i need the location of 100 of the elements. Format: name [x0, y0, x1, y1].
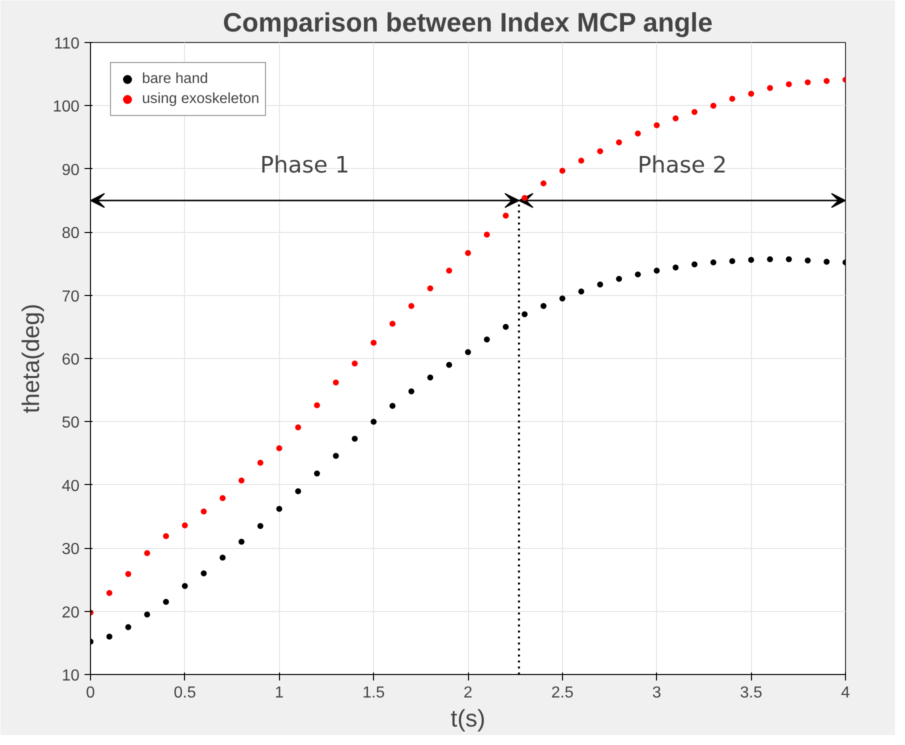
legend-label: using exoskeleton: [142, 91, 260, 107]
y-tick-label: 50: [62, 414, 80, 432]
point: [446, 268, 452, 274]
point: [220, 554, 226, 561]
point: [824, 78, 830, 84]
point: [163, 598, 169, 605]
point: [276, 506, 282, 512]
y-tick-label: 60: [62, 352, 80, 368]
y-axis-title: theta(deg): [18, 304, 45, 414]
annotation: Phase 2: [638, 152, 727, 178]
point: [597, 282, 604, 288]
y-tick-label: 20: [62, 604, 80, 622]
point: [295, 424, 302, 430]
point: [465, 250, 471, 256]
x-tick-label: 1: [274, 684, 284, 702]
point: [408, 388, 414, 394]
point: [597, 148, 604, 154]
point: [295, 488, 302, 494]
point: [484, 232, 490, 238]
point: [710, 102, 716, 109]
y-tick-label: 100: [52, 98, 80, 116]
point: [540, 303, 546, 310]
chart-title: Comparison between Index MCP angle: [222, 8, 713, 38]
point: [332, 380, 339, 386]
point: [352, 360, 358, 367]
y-tick-label: 110: [54, 36, 80, 52]
point: [616, 139, 622, 146]
point: [125, 624, 132, 630]
annotation: Phase 1: [260, 152, 350, 178]
point: [522, 311, 528, 318]
y-tick-label: 30: [62, 541, 80, 558]
y-tick-label: 40: [62, 478, 80, 495]
point: [748, 256, 754, 263]
point: [370, 418, 377, 425]
point: [144, 550, 150, 556]
point: [163, 533, 169, 540]
point: [390, 320, 396, 327]
point: [540, 180, 546, 186]
point: [144, 611, 150, 618]
point: [748, 90, 754, 97]
point: [767, 256, 773, 262]
point: [200, 508, 207, 514]
point: [692, 109, 698, 116]
x-tick-label: 0: [86, 684, 96, 702]
point: [314, 470, 320, 477]
y-tick-label: 70: [62, 288, 80, 306]
x-tick-label: 2.5: [551, 684, 574, 702]
point: [182, 583, 188, 590]
point: [106, 590, 112, 596]
point: [276, 445, 282, 452]
point: [767, 85, 773, 91]
x-tick-label: 0.5: [174, 684, 196, 702]
point: [502, 324, 509, 330]
point: [616, 276, 622, 282]
point: [257, 460, 264, 466]
point: [692, 261, 698, 268]
point: [578, 158, 584, 164]
y-tick-label: 10: [62, 668, 80, 684]
point: [654, 122, 660, 128]
point: [786, 81, 792, 88]
point: [182, 522, 188, 528]
x-axis-title: t(s): [450, 706, 486, 732]
point: [125, 571, 132, 578]
legend-label: bare hand: [142, 71, 208, 87]
point: [314, 402, 320, 408]
point: [786, 256, 792, 262]
point: [729, 258, 736, 264]
point: [352, 436, 358, 442]
point: [804, 258, 811, 264]
x-tick-label: 4: [841, 684, 850, 702]
point: [332, 452, 339, 459]
x-tick-label: 2: [464, 684, 473, 702]
point: [672, 264, 679, 270]
point: [390, 402, 396, 409]
point: [465, 349, 471, 356]
point: [559, 295, 566, 302]
point: [427, 285, 434, 292]
point: [729, 96, 736, 102]
point: [427, 374, 434, 380]
x-tick-label: 3: [652, 684, 662, 702]
point: [578, 288, 584, 295]
point: [559, 168, 566, 174]
point: [634, 130, 641, 137]
point: [672, 115, 679, 122]
point: [238, 477, 244, 484]
point: [106, 634, 112, 640]
point: [238, 538, 244, 545]
point: [484, 336, 490, 343]
point: [200, 570, 207, 576]
y-tick-label: 80: [62, 225, 80, 242]
point: [710, 259, 716, 266]
y-tick-label: 90: [62, 162, 80, 179]
x-tick-label: 3.5: [740, 684, 762, 702]
point: [654, 268, 660, 274]
point: [824, 258, 830, 265]
point: [220, 495, 226, 502]
point: [370, 340, 377, 346]
point: [804, 79, 811, 86]
point: [408, 303, 414, 310]
point: [446, 362, 452, 368]
